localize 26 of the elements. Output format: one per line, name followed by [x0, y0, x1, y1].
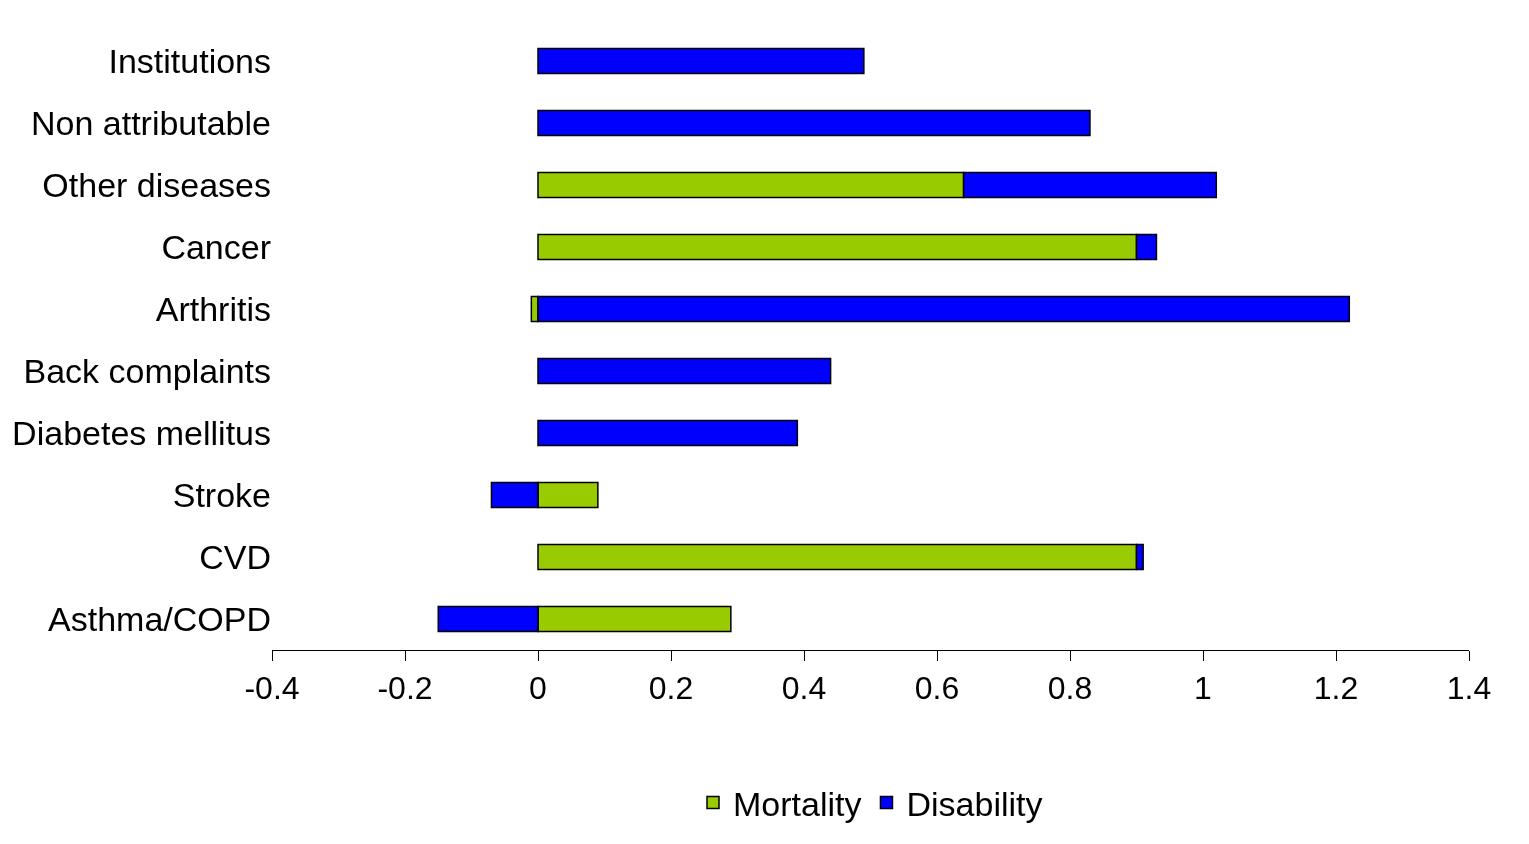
x-tick-label: 0.8	[1047, 670, 1093, 707]
x-tick-label: -0.4	[244, 670, 300, 707]
x-tick-label: 0	[529, 670, 547, 707]
y-tick-label: Other diseases	[42, 165, 271, 204]
x-tick-label: 0.4	[781, 670, 827, 707]
x-tick-label: 0.6	[914, 670, 960, 707]
y-tick-label: Institutions	[108, 41, 271, 80]
bar	[537, 47, 865, 75]
y-tick-label: Non attributable	[30, 103, 271, 142]
y-tick-label: Back complaints	[23, 351, 271, 390]
bar	[537, 419, 799, 447]
x-tick-label: 1	[1194, 670, 1212, 707]
y-tick-label: Stroke	[172, 475, 271, 514]
legend-label: Mortality	[733, 784, 862, 823]
x-tick-label: -0.2	[377, 670, 433, 707]
y-tick-label: CVD	[199, 537, 271, 576]
y-tick-label: Arthritis	[155, 289, 271, 328]
y-tick-label: Cancer	[161, 227, 271, 266]
y-tick-label: Diabetes mellitus	[12, 413, 271, 452]
y-tick-label: Asthma/COPD	[48, 599, 271, 638]
x-tick-label: 1.2	[1313, 670, 1359, 707]
bar	[537, 357, 832, 385]
bar	[537, 109, 1091, 137]
legend-label: Disability	[906, 784, 1043, 823]
x-tick-label: 1.4	[1446, 670, 1492, 707]
x-tick-label: 0.2	[648, 670, 694, 707]
